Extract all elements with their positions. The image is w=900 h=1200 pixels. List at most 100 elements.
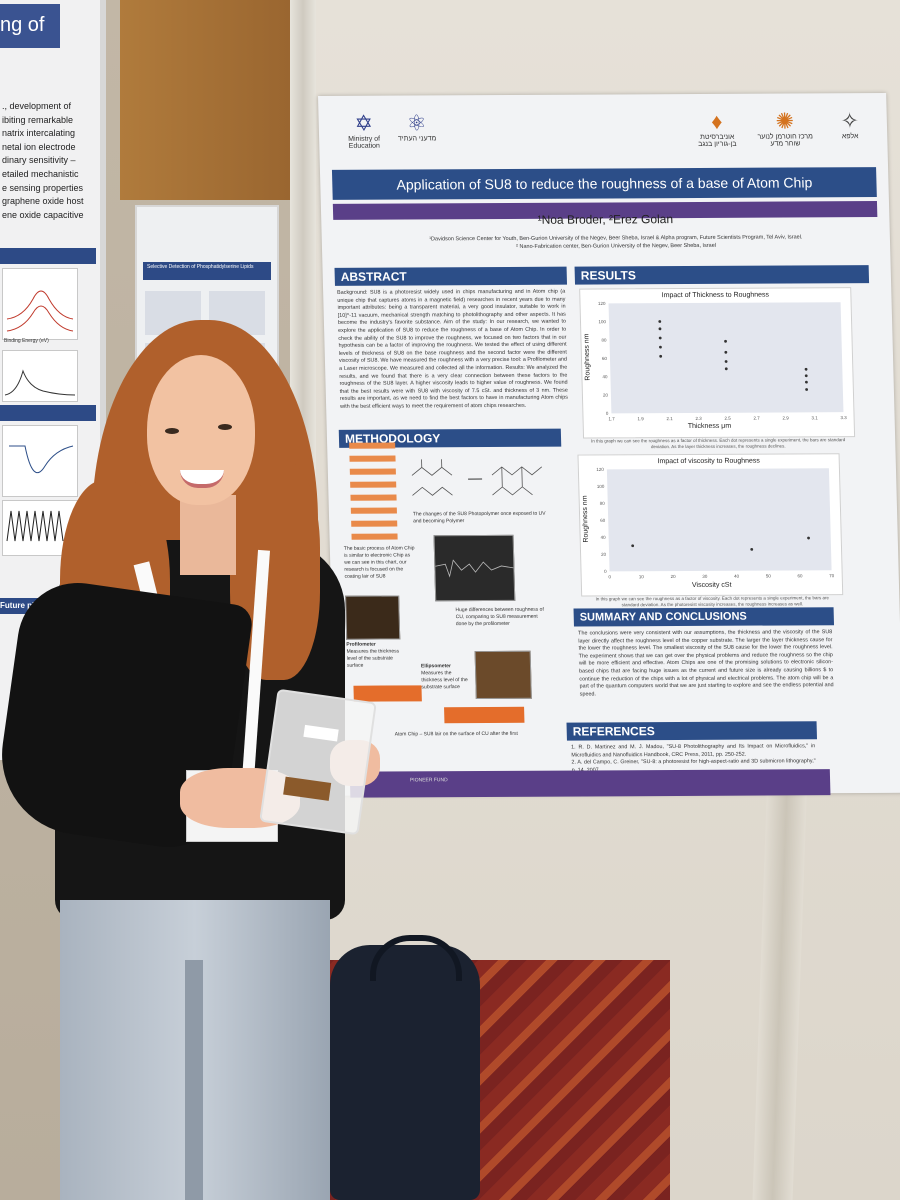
chip-sample-photo xyxy=(353,685,422,702)
ellipsometer-label: Ellipsometer xyxy=(420,663,452,670)
alpha-logo: ✧ אלפא xyxy=(829,108,872,141)
y-tick-label: 60 xyxy=(602,356,608,361)
left-poster-bar xyxy=(0,405,96,421)
atom-chip-photo xyxy=(444,706,525,724)
x-tick-label: 1.9 xyxy=(637,416,644,421)
logo-text: אוניברסיטת בן-גוריון בנגב xyxy=(698,133,737,148)
summary-heading: SUMMARY AND CONCLUSIONS xyxy=(573,607,835,627)
neck xyxy=(180,495,236,575)
data-point xyxy=(658,320,662,323)
x-tick-label: 40 xyxy=(734,574,740,579)
alpha-icon: ✧ xyxy=(840,108,860,134)
poster-footer-bar: PIONEER FUND xyxy=(349,769,831,798)
data-point xyxy=(724,360,728,363)
viscosity-roughness-chart: Impact of viscosity to Roughness 0 10 20 30… xyxy=(577,453,844,597)
y-tick-label: 80 xyxy=(601,338,607,343)
davidson-icon: ✺ xyxy=(775,108,795,134)
data-point xyxy=(807,536,810,540)
y-tick-label: 60 xyxy=(600,518,606,523)
plot-background xyxy=(608,302,844,414)
profilometer-text: Measures the thickness level of the subs… xyxy=(346,648,400,669)
ben-gurion-university-logo: ♦ אוניברסיטת בן-גוריון בנגב xyxy=(688,108,745,148)
left-eye xyxy=(165,428,179,434)
data-point xyxy=(724,339,727,343)
waveform-icon xyxy=(435,559,514,578)
x-tick-label: 10 xyxy=(639,574,645,579)
logo-text: אלפא xyxy=(841,133,859,141)
footer-text: PIONEER FUND xyxy=(409,777,448,784)
ministry-of-education-logo: ✡ Ministry of Education xyxy=(338,111,389,150)
data-point xyxy=(659,354,663,358)
profilometer-photo xyxy=(345,595,401,640)
y-tick-label: 40 xyxy=(601,535,607,540)
y-tick-label: 120 xyxy=(596,467,604,472)
y-tick-label: 80 xyxy=(600,501,606,506)
data-point xyxy=(658,336,662,340)
x-tick-label: 2.3 xyxy=(695,416,702,421)
x-tick-label: 50 xyxy=(766,574,772,579)
smile xyxy=(180,470,224,488)
x-tick-label: 3.1 xyxy=(811,415,818,420)
left-poster-graph xyxy=(2,268,78,340)
right-eye xyxy=(218,424,232,430)
chart-plot-area: 0 10 20 30 40 50 60 70 0 20 40 60 80 100 120 xyxy=(596,467,835,579)
data-point xyxy=(750,547,754,551)
chart-plot-area: 1.7 1.9 2.1 2.3 2.5 2.7 2.9 3.1 3.3 0 20 40 60 80 100 1… xyxy=(598,301,847,421)
davidson-center-logo: ✺ מרכז חוטרמן לנוער שוחר מדע xyxy=(749,108,822,148)
poster-authors: ¹Noa Broder, ²Erez Golan xyxy=(537,212,674,227)
y-tick-label: 120 xyxy=(598,301,606,306)
plot-background xyxy=(606,468,832,572)
chart-x-axis-label: Thickness μm xyxy=(687,422,732,430)
jeans-legs-gap xyxy=(185,960,203,1200)
reference-item: 1. R. D. Martinez and M. J. Madou, "SU-8… xyxy=(571,743,816,759)
data-point xyxy=(658,327,662,331)
methodology-caption-3: Huge differences between roughness of CU… xyxy=(455,606,544,628)
left-poster-title: ng of xyxy=(0,4,60,48)
x-tick-label: 20 xyxy=(671,574,677,579)
y-tick-label: 100 xyxy=(597,484,605,489)
references-heading: REFERENCES xyxy=(566,721,818,741)
backpack xyxy=(330,935,480,1200)
summary-text: The conclusions were very consistent wit… xyxy=(578,629,834,698)
left-poster-axis-label: Binding Energy (eV) xyxy=(4,338,49,344)
results-heading: RESULTS xyxy=(574,265,870,285)
oscillation-graph-icon xyxy=(6,510,64,542)
copper-chip-sample xyxy=(283,776,332,801)
data-point xyxy=(659,345,662,349)
x-tick-label: 2.5 xyxy=(724,416,731,421)
background-poster-title-bar: Selective Detection of Phosphatidylserin… xyxy=(143,262,271,280)
x-tick-label: 70 xyxy=(829,573,835,578)
data-point xyxy=(631,544,635,548)
profilometer-info: Profilometer Measures the thickness leve… xyxy=(346,641,407,669)
polymer-structure-icon xyxy=(411,459,543,496)
methodology-caption-1: The changes of the SU8 Photopolymer once… xyxy=(412,510,546,525)
wood-panel xyxy=(120,0,290,200)
x-tick-label: 3.3 xyxy=(840,415,847,420)
x-tick-label: 2.7 xyxy=(753,416,760,421)
methodology-caption-4: Atom Chip – SU8 lair on the surface of C… xyxy=(394,730,518,738)
x-tick-label: 1.7 xyxy=(608,416,615,421)
bgu-icon: ♦ xyxy=(710,108,723,134)
atom-icon: ⚛ xyxy=(406,110,427,136)
spectrum-graph-icon xyxy=(4,369,76,396)
left-poster-bar xyxy=(0,248,96,264)
left-poster-graph xyxy=(2,425,78,497)
logo-text: מדעני העתיד xyxy=(397,135,437,143)
ellipsometer-photo xyxy=(474,650,532,700)
y-tick-label: 0 xyxy=(604,569,607,574)
future-scientists-logo: ⚛ מדעני העתיד xyxy=(388,110,445,143)
chart-y-axis-label: Roughness nm xyxy=(583,333,592,381)
y-tick-label: 100 xyxy=(598,319,606,324)
box-label xyxy=(303,724,339,742)
x-tick-label: 2.1 xyxy=(666,416,673,421)
main-poster: ✡ Ministry of Education ⚛ מדעני העתיד ♦ אונ… xyxy=(318,93,900,798)
ellipsometer-text: Measures the thickness level of the subs… xyxy=(421,670,468,691)
profilometer-label: Profilometer xyxy=(346,641,376,648)
left-poster-graph xyxy=(2,350,78,402)
data-point xyxy=(805,380,808,384)
process-flow xyxy=(349,442,398,547)
left-poster-text: ., development of ibiting remarkable nat… xyxy=(2,101,84,220)
logo-row: ✡ Ministry of Education ⚛ מדעני העתיד ♦ אונ… xyxy=(318,93,888,166)
data-point xyxy=(804,367,808,371)
profilometer-graph-image xyxy=(433,534,516,602)
